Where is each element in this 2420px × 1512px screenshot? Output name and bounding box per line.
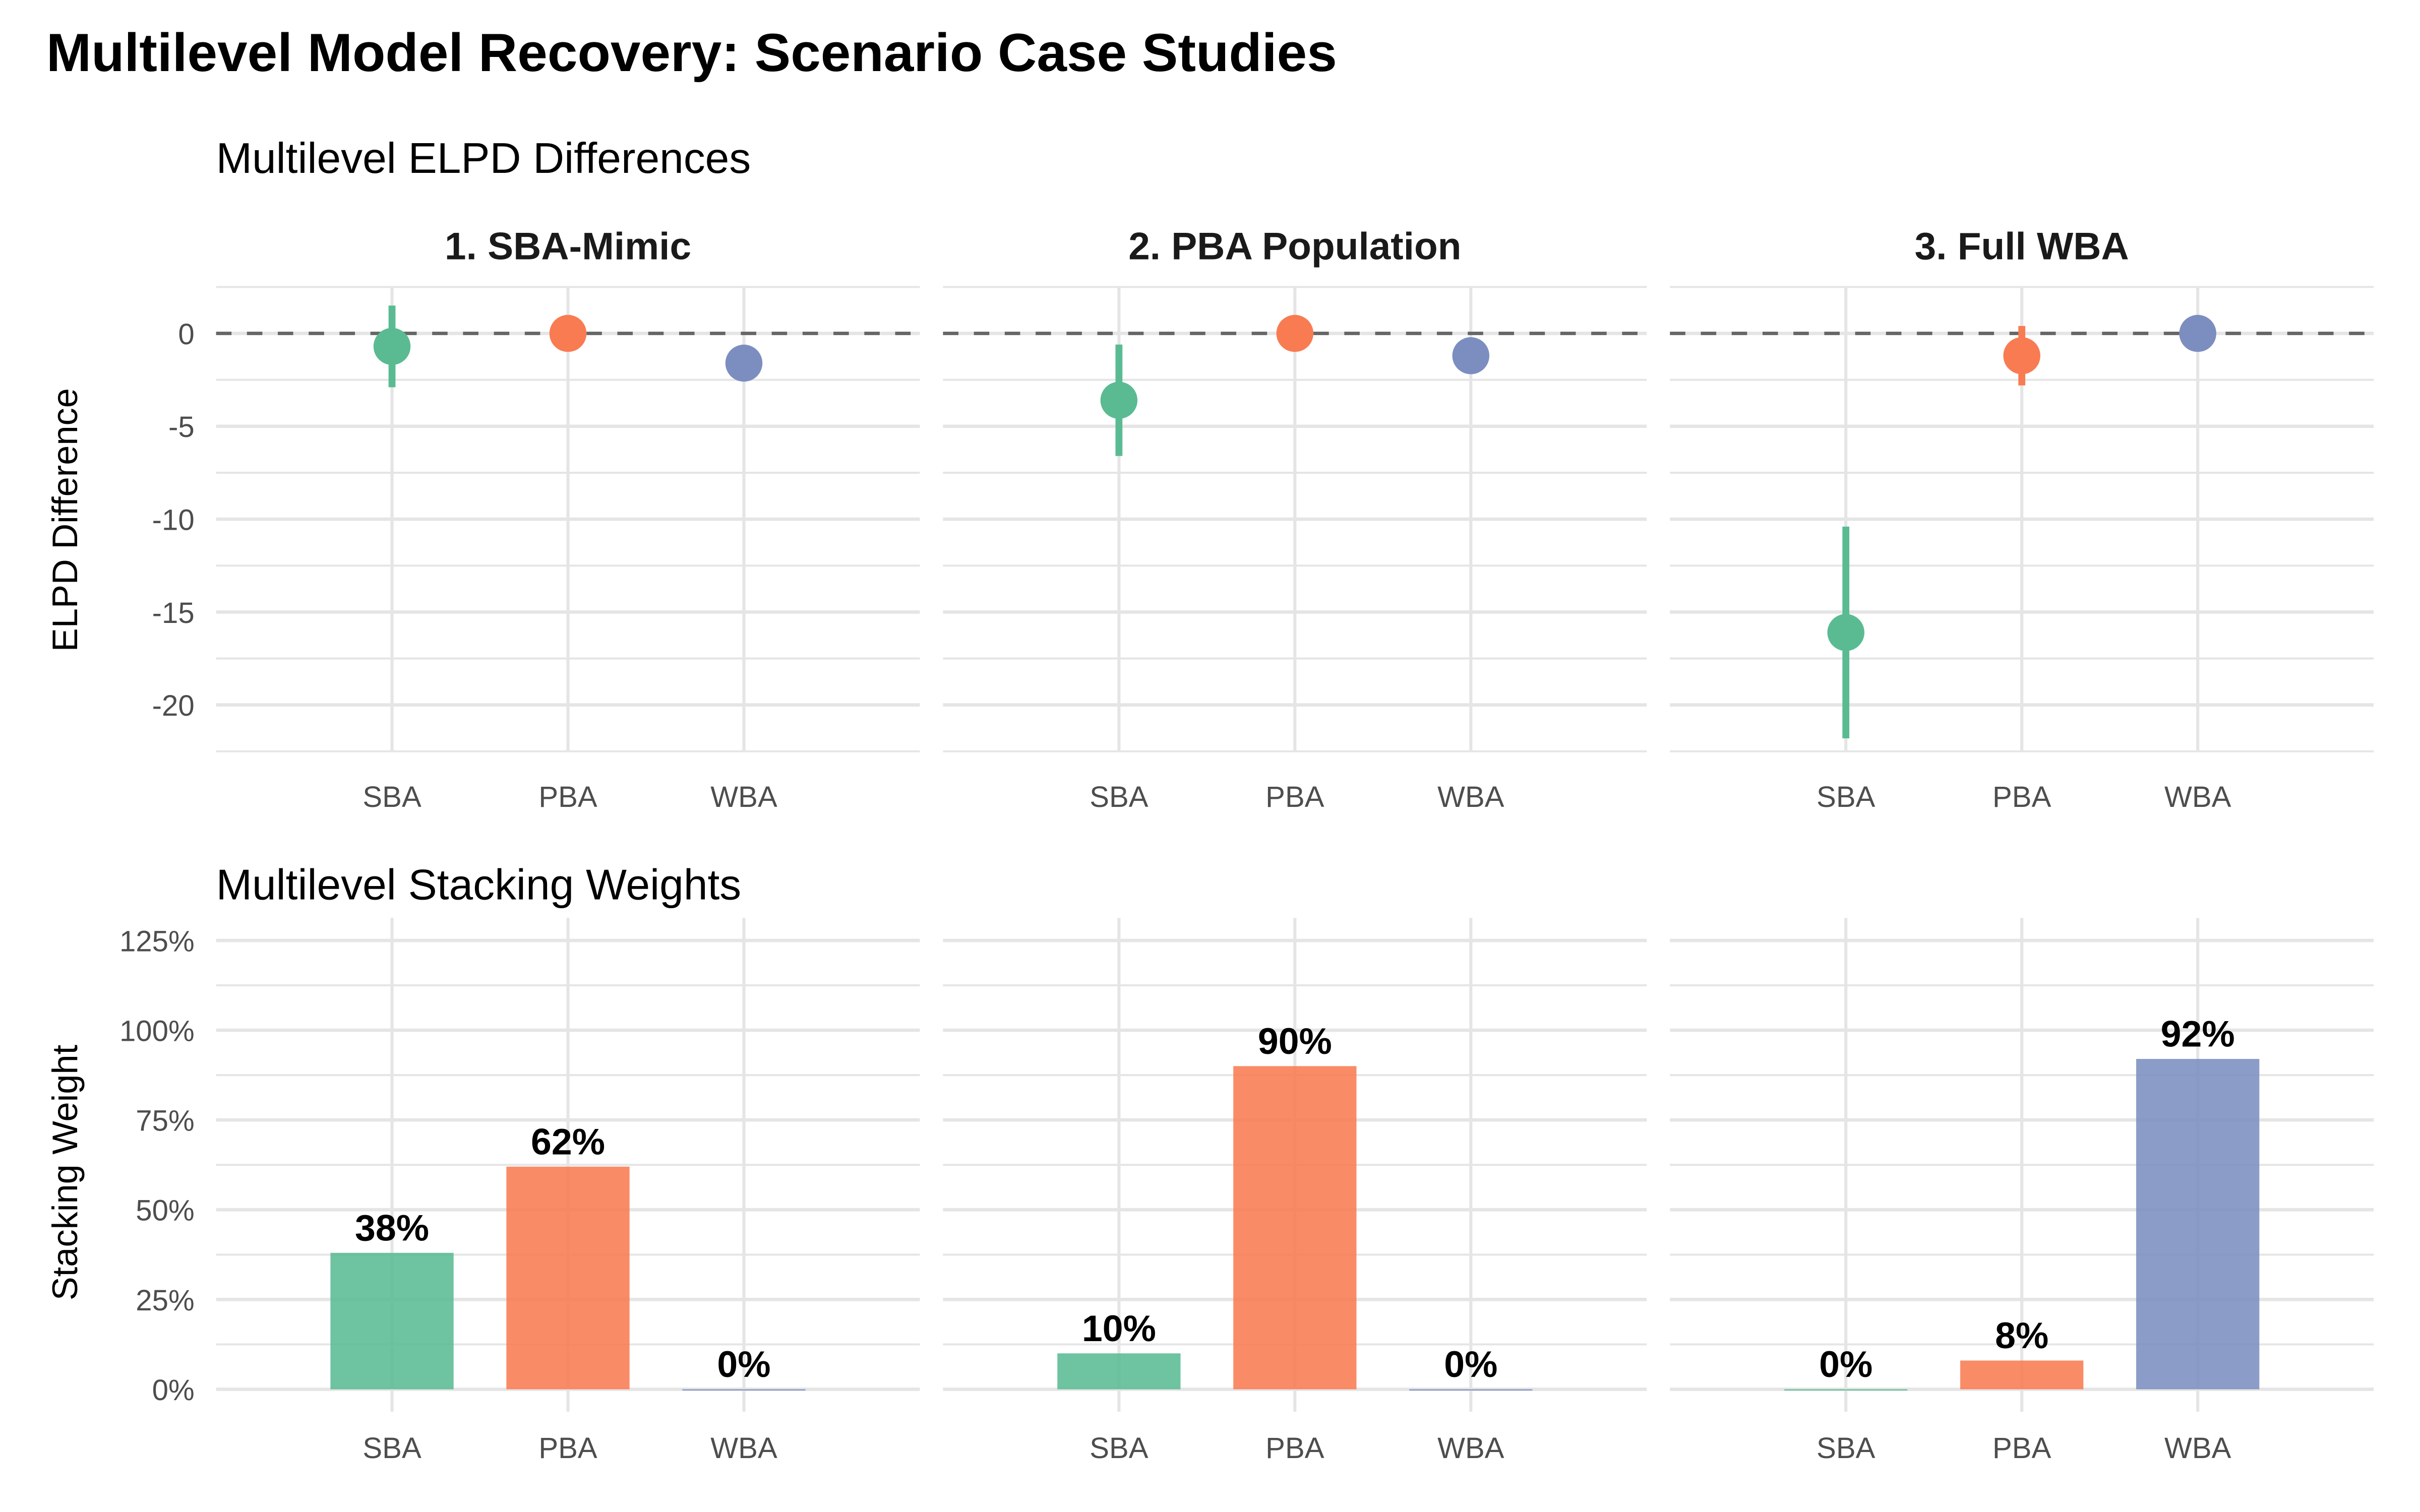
bar-value-label: 8% xyxy=(1995,1314,2048,1356)
elpd-y-tick-label: 0 xyxy=(178,318,194,351)
bar-value-label: 0% xyxy=(717,1343,770,1385)
weight-x-tick-label: WBA xyxy=(710,1432,777,1465)
point-wba xyxy=(1452,337,1490,374)
point-wba xyxy=(725,344,763,382)
bar-value-label: 90% xyxy=(1258,1020,1332,1062)
weight-x-tick-label: WBA xyxy=(1437,1432,1504,1465)
elpd-x-tick-label: PBA xyxy=(538,781,597,813)
weight-x-tick-label: SBA xyxy=(1090,1432,1148,1465)
elpd-x-tick-label: WBA xyxy=(1437,781,1504,813)
weight-x-tick-label: PBA xyxy=(1992,1432,2051,1465)
elpd-y-tick-label: -10 xyxy=(152,504,195,537)
bar-value-label: 0% xyxy=(1444,1343,1497,1385)
elpd-x-tick-label: SBA xyxy=(362,781,421,813)
weight-y-tick-label: 100% xyxy=(119,1015,195,1047)
bar-wba xyxy=(1409,1389,1533,1391)
bar-value-label: 62% xyxy=(531,1120,605,1162)
bar-value-label: 10% xyxy=(1082,1307,1156,1349)
point-sba xyxy=(1827,614,1864,651)
weight-y-tick-label: 125% xyxy=(119,925,195,958)
weights-y-axis-label: Stacking Weight xyxy=(45,1044,85,1300)
bar-value-label: 0% xyxy=(1819,1343,1872,1385)
weights-subtitle: Multilevel Stacking Weights xyxy=(216,861,742,909)
facet-strip-label: 3. Full WBA xyxy=(1915,225,2129,268)
weight-y-tick-label: 0% xyxy=(152,1374,195,1407)
bar-sba xyxy=(1057,1353,1181,1390)
weight-x-tick-label: WBA xyxy=(2164,1432,2231,1465)
elpd-y-tick-label: -5 xyxy=(168,411,195,444)
weight-x-tick-label: PBA xyxy=(1265,1432,1324,1465)
weight-x-tick-label: SBA xyxy=(1817,1432,1876,1465)
weight-y-tick-label: 25% xyxy=(136,1284,194,1317)
elpd-x-tick-label: WBA xyxy=(710,781,777,813)
elpd-x-tick-label: WBA xyxy=(2164,781,2231,813)
elpd-subtitle: Multilevel ELPD Differences xyxy=(216,134,751,182)
bar-sba xyxy=(330,1252,454,1390)
bar-wba xyxy=(2136,1059,2260,1390)
point-sba xyxy=(373,328,411,365)
weight-x-tick-label: PBA xyxy=(538,1432,597,1465)
bar-value-label: 38% xyxy=(355,1207,429,1248)
elpd-y-tick-label: -20 xyxy=(152,689,195,722)
facet-strip-label: 2. PBA Population xyxy=(1128,225,1461,268)
point-pba xyxy=(549,314,587,352)
figure-title: Multilevel Model Recovery: Scenario Case… xyxy=(46,22,1337,83)
elpd-y-axis-label: ELPD Difference xyxy=(45,388,85,652)
point-sba xyxy=(1100,382,1138,419)
elpd-y-tick-label: -15 xyxy=(152,597,195,629)
point-wba xyxy=(2179,314,2216,352)
bar-sba xyxy=(1784,1389,1908,1391)
weight-y-tick-label: 50% xyxy=(136,1194,194,1227)
point-pba xyxy=(1276,314,1314,352)
elpd-x-tick-label: PBA xyxy=(1992,781,2051,813)
elpd-x-tick-label: PBA xyxy=(1265,781,1324,813)
point-pba xyxy=(2003,337,2040,374)
elpd-x-tick-label: SBA xyxy=(1090,781,1148,813)
weight-y-tick-label: 75% xyxy=(136,1105,194,1138)
bar-wba xyxy=(682,1389,806,1391)
bar-pba xyxy=(1233,1066,1357,1390)
facet-strip-label: 1. SBA-Mimic xyxy=(445,225,691,268)
bar-value-label: 92% xyxy=(2161,1013,2235,1055)
bar-pba xyxy=(1960,1360,2084,1390)
bar-pba xyxy=(506,1166,630,1390)
elpd-x-tick-label: SBA xyxy=(1817,781,1876,813)
weight-x-tick-label: SBA xyxy=(362,1432,421,1465)
